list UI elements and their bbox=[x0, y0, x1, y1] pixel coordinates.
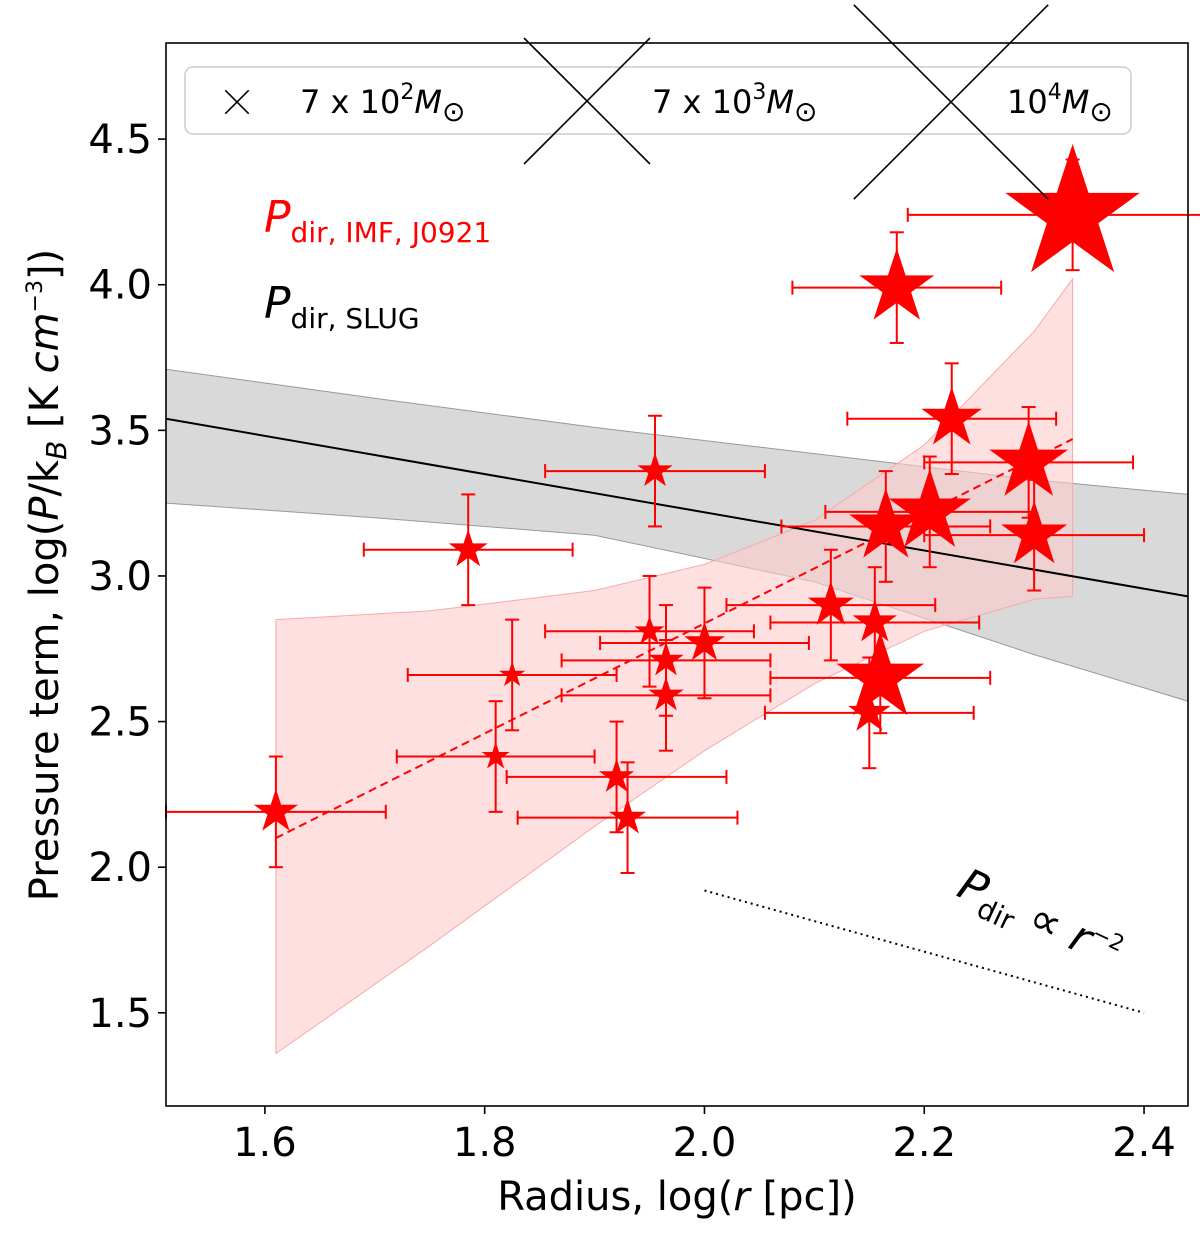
legend-label-1: 7 x 102M⊙ bbox=[300, 80, 465, 128]
r2-guide-line bbox=[704, 889, 1145, 1014]
star-marker bbox=[989, 421, 1068, 496]
data-point-16 bbox=[780, 470, 992, 583]
star-marker bbox=[253, 788, 299, 831]
legend-marker-3 bbox=[853, 4, 1049, 200]
y-tick-label: 2.0 bbox=[88, 845, 152, 891]
x-tick-label: 2.4 bbox=[1112, 1120, 1176, 1166]
y-tick-label: 4.5 bbox=[88, 117, 152, 163]
data-point-8 bbox=[544, 574, 755, 688]
data-point-10 bbox=[560, 639, 772, 752]
star-marker bbox=[684, 621, 725, 661]
data-point-4 bbox=[406, 618, 618, 732]
imf-confidence-band bbox=[275, 277, 1074, 1055]
x-tick-label: 2.0 bbox=[673, 1120, 737, 1166]
data-point-2 bbox=[362, 493, 574, 607]
star-marker bbox=[859, 248, 935, 320]
legend-marker-stroke bbox=[224, 89, 250, 115]
data-point-1 bbox=[165, 755, 387, 869]
star-marker bbox=[836, 631, 925, 716]
legend-label-3: 104M⊙ bbox=[1007, 80, 1113, 128]
data-point-21 bbox=[791, 231, 1003, 344]
data-point-7 bbox=[516, 761, 739, 875]
x-tick-label: 1.6 bbox=[233, 1120, 297, 1166]
star-marker bbox=[481, 741, 510, 769]
plot-frame bbox=[165, 42, 1189, 1107]
star-marker bbox=[888, 468, 971, 547]
star-marker bbox=[637, 452, 673, 487]
data-point-3 bbox=[544, 414, 766, 528]
star-marker bbox=[499, 661, 526, 687]
legend-box bbox=[184, 66, 1132, 135]
star-marker bbox=[598, 758, 635, 792]
star-marker bbox=[648, 676, 684, 711]
x-tick-label: 1.8 bbox=[453, 1120, 517, 1166]
data-point-15 bbox=[769, 621, 992, 735]
x-tick-label: 2.2 bbox=[892, 1120, 956, 1166]
star-marker bbox=[1005, 144, 1140, 273]
y-tick-label: 2.5 bbox=[88, 700, 152, 746]
legend-marker-2 bbox=[523, 37, 651, 165]
annotation-imf-label: Pdir, IMF, J0921 bbox=[264, 192, 491, 249]
legend-label-2: 7 x 103M⊙ bbox=[652, 80, 817, 128]
y-tick-label: 3.0 bbox=[88, 554, 152, 600]
legend-marker-stroke bbox=[853, 4, 1049, 200]
star-marker bbox=[634, 615, 665, 644]
data-point-19 bbox=[923, 406, 1135, 519]
legend-marker-stroke bbox=[523, 37, 651, 165]
star-marker bbox=[448, 529, 488, 567]
star-marker bbox=[849, 487, 923, 558]
star-marker bbox=[807, 580, 854, 625]
data-point-12 bbox=[725, 548, 937, 662]
data-point-22 bbox=[906, 144, 1200, 273]
legend: 7 x 102M⊙ 7 x 103M⊙ 104M⊙ bbox=[184, 4, 1132, 200]
star-marker bbox=[848, 690, 891, 731]
star-marker bbox=[852, 599, 897, 642]
star-marker bbox=[609, 798, 647, 834]
star-marker bbox=[1001, 500, 1068, 564]
data-point-5 bbox=[395, 700, 596, 813]
data-point-20 bbox=[923, 478, 1146, 592]
y-axis-title: Pressure term, log(P/kB [K cm−3]) bbox=[22, 249, 73, 901]
annotation-slug-label: Pdir, SLUG bbox=[264, 278, 420, 335]
star-marker bbox=[921, 386, 982, 445]
y-tick-label: 1.5 bbox=[88, 991, 152, 1037]
legend-marker-1 bbox=[224, 89, 250, 115]
y-tick-label: 3.5 bbox=[88, 408, 152, 454]
annotation-r2-guide-label: Pdir ∝ r−2 bbox=[948, 859, 1129, 984]
data-point-18 bbox=[846, 362, 1058, 476]
data-point-11 bbox=[599, 586, 810, 700]
y-tick-label: 4.0 bbox=[88, 263, 152, 309]
slug-fit-line bbox=[166, 417, 1188, 598]
x-axis-title: Radius, log(r [pc]) bbox=[497, 1174, 857, 1220]
